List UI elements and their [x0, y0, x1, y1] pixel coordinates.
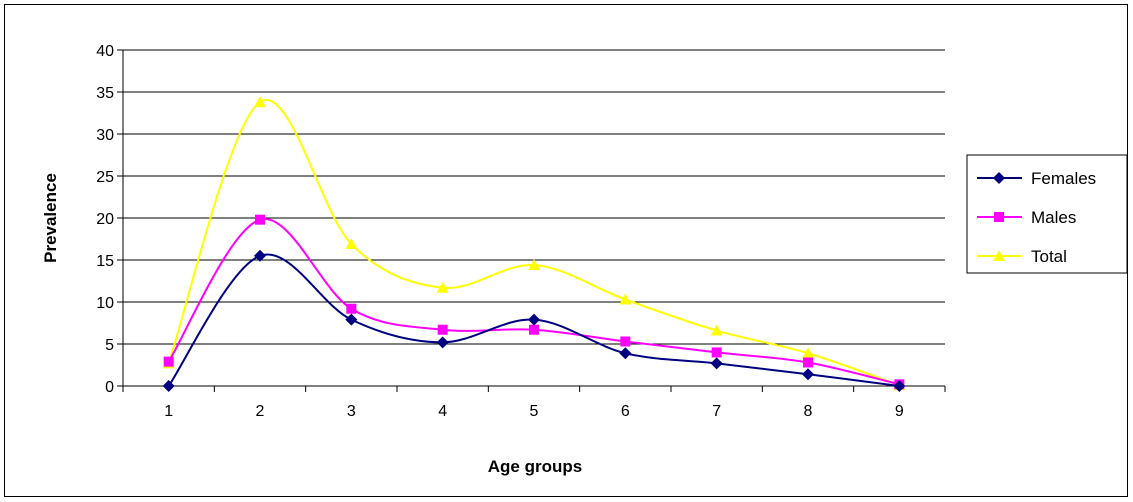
- point-males-7: [711, 347, 722, 358]
- point-females-1: [162, 380, 175, 392]
- legend-marker-total: [993, 250, 1005, 261]
- legend-marker-females: [993, 172, 1005, 184]
- x-tick-label-8: 8: [804, 403, 813, 420]
- x-tick-label-6: 6: [621, 403, 630, 420]
- x-tick-label-3: 3: [347, 403, 356, 420]
- legend-box: [966, 154, 1128, 274]
- point-males-4: [437, 324, 448, 335]
- legend: Females Males Total: [966, 154, 1128, 274]
- x-tick-label-7: 7: [712, 403, 721, 420]
- point-females-5: [528, 313, 540, 326]
- point-total-3: [345, 238, 358, 250]
- x-axis-ticks: 1 2 3 4 5 6 7 8 9: [122, 386, 946, 420]
- series-markers: [162, 96, 906, 392]
- point-females-2: [254, 249, 266, 262]
- y-tick-label-25: 25: [96, 169, 114, 186]
- y-tick-label-40: 40: [96, 43, 114, 60]
- point-males-2: [255, 214, 265, 225]
- y-axis-title: Prevalence: [41, 173, 60, 263]
- y-tick-label-5: 5: [105, 337, 114, 354]
- point-females-9: [893, 380, 906, 392]
- legend-label-females: Females: [1031, 169, 1096, 188]
- point-males-8: [803, 357, 813, 368]
- legend-marker-males: [994, 212, 1004, 222]
- point-females-8: [802, 368, 814, 381]
- point-females-6: [619, 347, 632, 360]
- x-tick-label-4: 4: [438, 403, 447, 420]
- chart-frame: [4, 4, 1128, 497]
- point-males-5: [529, 324, 539, 335]
- point-males-6: [620, 336, 631, 347]
- point-total-8: [802, 347, 814, 359]
- point-total-5: [528, 259, 540, 271]
- y-tick-label-0: 0: [105, 379, 114, 396]
- point-total-2: [254, 96, 266, 108]
- y-tick-label-20: 20: [96, 211, 114, 228]
- series-line-total: [167, 99, 900, 387]
- point-total-6: [619, 293, 632, 305]
- series-line-females: [167, 253, 900, 387]
- x-tick-label-1: 1: [164, 403, 173, 420]
- y-tick-label-10: 10: [96, 295, 114, 312]
- x-tick-label-2: 2: [256, 403, 265, 420]
- y-axis-ticks: 0 5 10 15 20 25 30 35 40: [96, 43, 123, 396]
- x-tick-label-5: 5: [530, 403, 539, 420]
- x-tick-label-9: 9: [895, 403, 904, 420]
- legend-label-total: Total: [1031, 247, 1067, 266]
- point-females-4: [436, 336, 449, 349]
- point-total-7: [710, 324, 723, 336]
- gridlines: [123, 49, 945, 345]
- y-tick-label-30: 30: [96, 127, 114, 144]
- point-females-7: [710, 357, 723, 370]
- y-tick-label-15: 15: [96, 253, 114, 270]
- point-males-1: [163, 356, 174, 367]
- point-females-3: [345, 313, 358, 326]
- point-total-4: [436, 281, 449, 293]
- y-tick-label-35: 35: [96, 85, 114, 102]
- x-axis-title: Age groups: [488, 457, 582, 476]
- point-males-3: [346, 303, 357, 314]
- series-lines: [167, 99, 900, 387]
- legend-label-males: Males: [1031, 208, 1076, 227]
